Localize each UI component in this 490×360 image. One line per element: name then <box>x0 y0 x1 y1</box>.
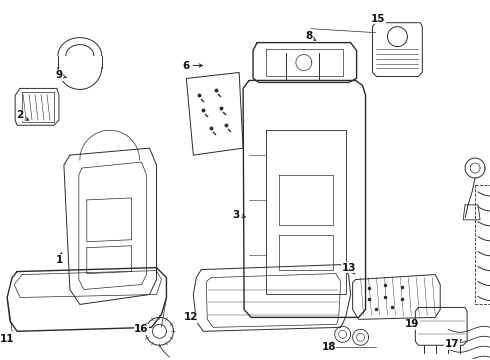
Text: 11: 11 <box>0 334 14 344</box>
Text: 1: 1 <box>56 253 64 265</box>
Text: 4: 4 <box>0 359 1 360</box>
Text: 7: 7 <box>0 359 1 360</box>
Text: 13: 13 <box>342 262 356 274</box>
Text: 17: 17 <box>445 339 461 349</box>
Text: 5: 5 <box>0 359 1 360</box>
Text: 18: 18 <box>321 342 336 352</box>
Text: 16: 16 <box>134 324 149 334</box>
Text: 2: 2 <box>17 110 29 120</box>
Text: 3: 3 <box>233 210 245 220</box>
Text: 6: 6 <box>183 60 202 71</box>
Text: 14: 14 <box>0 359 1 360</box>
Text: 15: 15 <box>371 14 386 24</box>
Text: 9: 9 <box>55 71 66 81</box>
Text: 19: 19 <box>405 319 419 329</box>
Text: 12: 12 <box>184 312 198 323</box>
Text: 8: 8 <box>305 31 316 41</box>
Text: 10: 10 <box>0 359 1 360</box>
